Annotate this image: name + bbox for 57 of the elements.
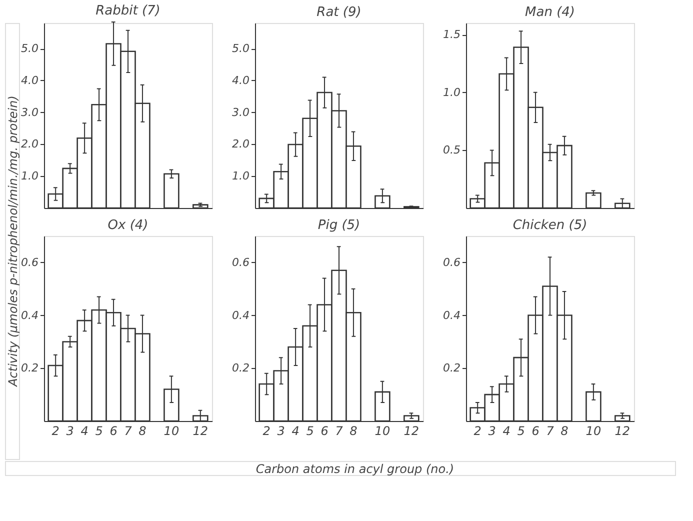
x-tick-label: 10 (586, 424, 602, 438)
y-tick-label: 2.0 (232, 138, 250, 151)
y-tick-label: 0.2 (232, 362, 250, 375)
x-tick-label: 4 (292, 424, 300, 438)
x-tick-label: 8 (138, 424, 147, 438)
chart-title: Ox (4) (108, 218, 148, 233)
x-tick-label: 8 (560, 424, 569, 438)
chart-title: Man (4) (525, 5, 575, 20)
y-tick-label: 0.4 (232, 308, 250, 322)
y-tick-label: 0.4 (21, 308, 38, 322)
x-tick-label: 10 (374, 424, 390, 438)
y-tick-label: 3.0 (232, 106, 250, 119)
y-tick-label: 1.0 (443, 86, 460, 99)
x-tick-label: 4 (80, 424, 88, 438)
x-tick-label: 3 (488, 424, 496, 438)
y-tick-label: 0.6 (443, 256, 460, 269)
x-tick-label: 5 (95, 424, 103, 438)
chart-title: Chicken (5) (512, 218, 588, 233)
chart-title: Rabbit (7) (96, 4, 160, 19)
x-tick-label: 4 (502, 424, 510, 438)
y-tick-label: 0.4 (443, 308, 460, 322)
y-tick-label: 0.2 (443, 362, 460, 375)
chart-title: Pig (5) (318, 218, 360, 233)
y-tick-label: 4.0 (232, 74, 250, 87)
y-tick-label: 4.0 (21, 74, 38, 87)
x-tick-label: 3 (66, 424, 74, 438)
x-tick-label: 12 (192, 424, 208, 438)
x-tick-label: 7 (124, 424, 132, 438)
x-tick-label: 2 (262, 424, 270, 438)
x-tick-label: 5 (517, 424, 525, 438)
y-tick-label: 2.0 (21, 138, 38, 151)
x-tick-label: 6 (320, 424, 329, 438)
y-tick-label: 1.0 (232, 170, 250, 183)
y-tick-label: 5.0 (232, 42, 250, 56)
y-tick-label: 0.5 (443, 144, 460, 157)
x-tick-label: 5 (306, 424, 314, 438)
x-tick-label: 12 (614, 424, 630, 438)
x-tick-label: 8 (350, 424, 358, 438)
y-tick-label: 0.6 (21, 256, 38, 269)
y-tick-label: 0.2 (21, 362, 38, 375)
x-tick-label: 10 (164, 424, 180, 438)
y-tick-label: 3.0 (21, 106, 38, 119)
x-tick-label: 7 (335, 424, 344, 438)
y-tick-label: 5.0 (21, 42, 38, 56)
y-axis-title: Activity (µmoles p-nitrophenol/min./mg. protein) (6, 96, 20, 388)
x-tick-label: 7 (546, 424, 554, 438)
x-tick-label: 3 (277, 424, 285, 438)
x-axis-title: Carbon atoms in acyl group (no.) (256, 462, 454, 476)
x-tick-label: 2 (52, 424, 60, 438)
x-tick-label: 12 (404, 424, 420, 438)
y-tick-label: 1.5 (443, 28, 460, 42)
y-tick-label: 1.0 (21, 170, 38, 183)
y-tick-label: 0.6 (232, 256, 250, 269)
x-tick-label: 6 (110, 424, 118, 438)
x-tick-label: 6 (532, 424, 540, 438)
chart-title: Rat (9) (316, 5, 362, 20)
x-tick-label: 2 (474, 424, 482, 438)
